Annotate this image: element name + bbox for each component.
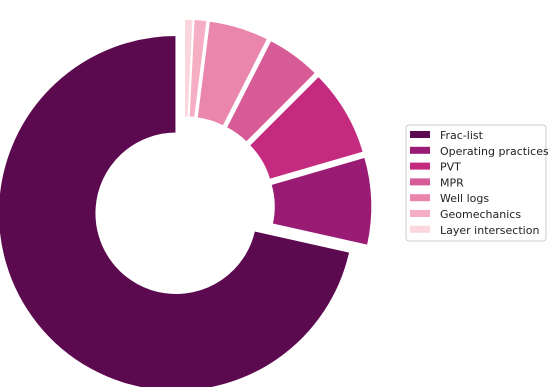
legend-items: Frac-list Operating practices PVT MPR Well l… <box>410 129 548 237</box>
legend-swatch-well-logs <box>410 194 430 202</box>
slice-frac-list <box>0 34 351 387</box>
legend-swatch-mpr <box>410 178 430 186</box>
legend-frame <box>405 124 547 242</box>
slice-layer-intersection <box>183 18 194 118</box>
donut-slices <box>0 18 373 387</box>
slice-operating-practices <box>269 156 373 247</box>
legend-label-well-logs: Well logs <box>440 192 489 205</box>
legend-label-geomechanics: Geomechanics <box>440 208 521 221</box>
legend-swatch-frac-list <box>410 131 430 138</box>
legend-swatch-layer-intersection <box>410 225 430 233</box>
legend-label-layer-intersection: Layer intersection <box>440 224 539 237</box>
legend-swatch-operating-practices <box>410 146 430 154</box>
legend-swatch-geomechanics <box>410 210 430 217</box>
legend-label-mpr: MPR <box>440 176 464 189</box>
legend-label-frac-list: Frac-list <box>440 129 484 142</box>
chart-legend: Frac-list Operating practices PVT MPR Well l… <box>405 124 548 242</box>
slice-well-logs <box>196 20 269 128</box>
legend-label-pvt: PVT <box>440 161 461 174</box>
legend-swatch-pvt <box>410 162 430 170</box>
slice-mpr <box>225 39 317 144</box>
legend-label-operating-practices: Operating practices <box>440 145 548 158</box>
slice-pvt <box>248 74 365 181</box>
